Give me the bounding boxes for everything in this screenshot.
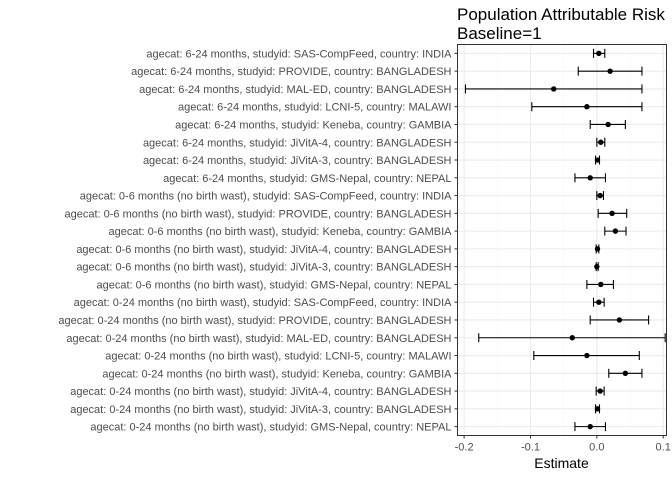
y-tick-label: agecat: 0-24 months (no birth wast), stu…: [70, 404, 451, 416]
estimate-point: [598, 281, 604, 288]
y-tick-label: agecat: 0-6 months (no birth wast), stud…: [76, 262, 451, 274]
estimate-point: [607, 68, 613, 74]
estimate-point: [584, 104, 590, 110]
y-tick-label: agecat: 0-6 months (no birth wast), stud…: [65, 208, 452, 220]
y-tick-label: agecat: 0-6 months (no birth wast), stud…: [80, 191, 452, 203]
estimate-point: [594, 406, 601, 412]
x-tick-label: 0.1: [656, 442, 671, 454]
estimate-point: [622, 370, 629, 376]
y-tick-label: agecat: 0-24 months (no birth wast), stu…: [66, 333, 451, 345]
estimate-point: [598, 139, 604, 145]
y-tick-label: agecat: 6-24 months, studyid: JiVitA-4, …: [143, 137, 452, 149]
y-tick-label: agecat: 6-24 months, studyid: Keneba, co…: [175, 119, 452, 131]
estimate-point: [587, 423, 593, 430]
y-tick-label: agecat: 0-24 months (no birth wast), stu…: [105, 351, 451, 363]
y-tick-label: agecat: 0-6 months (no birth wast), stud…: [109, 226, 453, 238]
estimate-point: [605, 121, 611, 128]
y-tick-label: agecat: 6-24 months, studyid: SAS-CompFe…: [146, 48, 452, 60]
estimate-point: [596, 299, 602, 305]
chart-subtitle: Baseline=1: [457, 24, 542, 43]
y-tick-label: agecat: 0-24 months (no birth wast), stu…: [102, 368, 452, 380]
x-tick-label: 0.0: [589, 442, 604, 454]
plot-panel: [457, 44, 667, 436]
y-tick-label: agecat: 6-24 months, studyid: LCNI-5, co…: [178, 102, 452, 114]
y-tick-label: agecat: 6-24 months, studyid: MAL-ED, co…: [139, 84, 451, 96]
y-tick-label: agecat: 0-24 months (no birth wast), stu…: [90, 422, 451, 434]
estimate-point: [612, 228, 619, 234]
x-tick-label: -0.1: [521, 442, 540, 454]
estimate-point: [569, 335, 575, 341]
y-tick-label: agecat: 6-24 months, studyid: JiVitA-3, …: [143, 155, 452, 167]
y-tick-label: agecat: 0-24 months (no birth wast), stu…: [74, 297, 452, 309]
estimate-point: [551, 86, 557, 92]
estimate-point: [597, 192, 603, 199]
y-axis: agecat: 6-24 months, studyid: SAS-CompFe…: [58, 48, 458, 434]
estimate-point: [584, 352, 590, 359]
x-axis-title: Estimate: [534, 455, 589, 471]
y-tick-label: agecat: 0-6 months (no birth wast), stud…: [96, 279, 451, 291]
y-tick-label: agecat: 0-24 months (no birth wast), stu…: [70, 386, 451, 398]
estimate-point: [594, 157, 601, 163]
estimate-point: [596, 50, 602, 57]
estimate-point: [594, 263, 600, 270]
estimate-point: [587, 175, 593, 181]
estimate-point: [609, 210, 615, 217]
x-tick-label: -0.2: [455, 442, 474, 454]
y-tick-label: agecat: 0-24 months (no birth wast), stu…: [58, 315, 451, 327]
point-layer: [551, 50, 629, 430]
estimate-point: [594, 246, 601, 252]
chart-title: Population Attributable Risk: [457, 5, 665, 24]
x-axis: -0.2 -0.1 0.0 0.1: [455, 435, 671, 454]
y-tick-label: agecat: 0-6 months (no birth wast), stud…: [76, 244, 451, 256]
estimate-point: [616, 317, 623, 323]
estimate-point: [597, 388, 603, 394]
plot-panel-border: [457, 44, 667, 436]
y-tick-label: agecat: 6-24 months, studyid: GMS-Nepal,…: [163, 173, 451, 185]
y-tick-label: agecat: 6-24 months, studyid: PROVIDE, c…: [131, 66, 451, 78]
